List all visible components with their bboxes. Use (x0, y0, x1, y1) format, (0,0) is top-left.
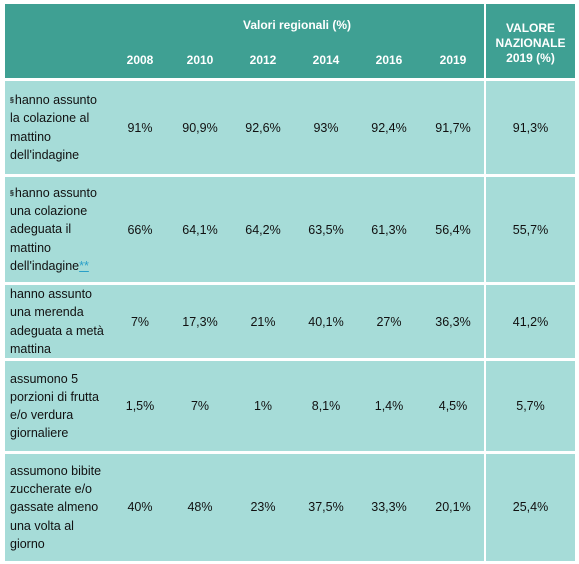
year-header-2014: 2014 (296, 41, 356, 80)
table-row: hanno assunto una merenda adeguata a met… (5, 283, 575, 360)
year-header-2010: 2010 (170, 41, 230, 80)
value-cell: 27% (356, 283, 422, 360)
national-value-cell: 41,2% (484, 283, 575, 360)
value-cell: 4,5% (422, 359, 485, 453)
value-cell: 48% (170, 452, 230, 561)
table-row: §hanno assunto la colazione al mattino d… (5, 79, 575, 176)
national-value-cell: 55,7% (484, 175, 575, 284)
value-cell: 61,3% (356, 175, 422, 284)
value-cell: 21% (230, 283, 296, 360)
header-blank-cell (5, 41, 110, 80)
indicator-table-container: Valori regionali (%) VALORE NAZIONALE 20… (5, 4, 575, 561)
value-cell: 33,3% (356, 452, 422, 561)
footnote-link[interactable]: ** (79, 258, 89, 273)
table-row: assumono bibite zuccherate e/o gassate a… (5, 452, 575, 561)
regional-values-header: Valori regionali (%) (110, 4, 485, 41)
national-value-cell: 5,7% (484, 359, 575, 453)
table-row: assumono 5 porzioni di frutta e/o verdur… (5, 359, 575, 453)
row-label: hanno assunto una merenda adeguata a met… (5, 283, 110, 360)
row-label: assumono 5 porzioni di frutta e/o verdur… (5, 359, 110, 453)
year-header-2012: 2012 (230, 41, 296, 80)
value-cell: 40% (110, 452, 170, 561)
value-cell: 8,1% (296, 359, 356, 453)
value-cell: 36,3% (422, 283, 485, 360)
value-cell: 7% (170, 359, 230, 453)
value-cell: 7% (110, 283, 170, 360)
national-header-line1: VALORE (505, 20, 556, 35)
value-cell: 56,4% (422, 175, 485, 284)
value-cell: 92,4% (356, 79, 422, 176)
row-label: §hanno assunto una colazione adeguata il… (5, 175, 110, 284)
section-mark: § (10, 189, 14, 197)
section-mark: § (10, 96, 14, 104)
value-cell: 63,5% (296, 175, 356, 284)
row-label-text: hanno assunto la colazione al mattino de… (10, 92, 97, 162)
value-cell: 66% (110, 175, 170, 284)
value-cell: 40,1% (296, 283, 356, 360)
national-value-cell: 25,4% (484, 452, 575, 561)
value-cell: 90,9% (170, 79, 230, 176)
header-row-group: Valori regionali (%) VALORE NAZIONALE 20… (5, 4, 575, 80)
national-header-line2: NAZIONALE (495, 35, 566, 50)
value-cell: 92,6% (230, 79, 296, 176)
header-row-years: 2008 2010 2012 2014 2016 2019 (5, 41, 575, 80)
value-cell: 1,4% (356, 359, 422, 453)
year-header-2008: 2008 (110, 41, 170, 80)
value-cell: 91,7% (422, 79, 485, 176)
value-cell: 1% (230, 359, 296, 453)
value-cell: 64,1% (170, 175, 230, 284)
national-header-line3: 2019 (%) (506, 50, 555, 65)
value-cell: 17,3% (170, 283, 230, 360)
value-cell: 37,5% (296, 452, 356, 561)
value-cell: 91% (110, 79, 170, 176)
value-cell: 23% (230, 452, 296, 561)
row-label-text: hanno assunto una colazione adeguata il … (10, 185, 97, 273)
table-row: §hanno assunto una colazione adeguata il… (5, 175, 575, 284)
year-header-2019: 2019 (422, 41, 485, 80)
value-cell: 1,5% (110, 359, 170, 453)
year-header-2016: 2016 (356, 41, 422, 80)
value-cell: 20,1% (422, 452, 485, 561)
header-blank-cell (5, 4, 110, 41)
value-cell: 93% (296, 79, 356, 176)
row-label: §hanno assunto la colazione al mattino d… (5, 79, 110, 176)
regional-indicators-table: Valori regionali (%) VALORE NAZIONALE 20… (5, 4, 575, 561)
value-cell: 64,2% (230, 175, 296, 284)
row-label: assumono bibite zuccherate e/o gassate a… (5, 452, 110, 561)
national-value-cell: 91,3% (484, 79, 575, 176)
national-value-header: VALORE NAZIONALE 2019 (%) (484, 4, 575, 80)
